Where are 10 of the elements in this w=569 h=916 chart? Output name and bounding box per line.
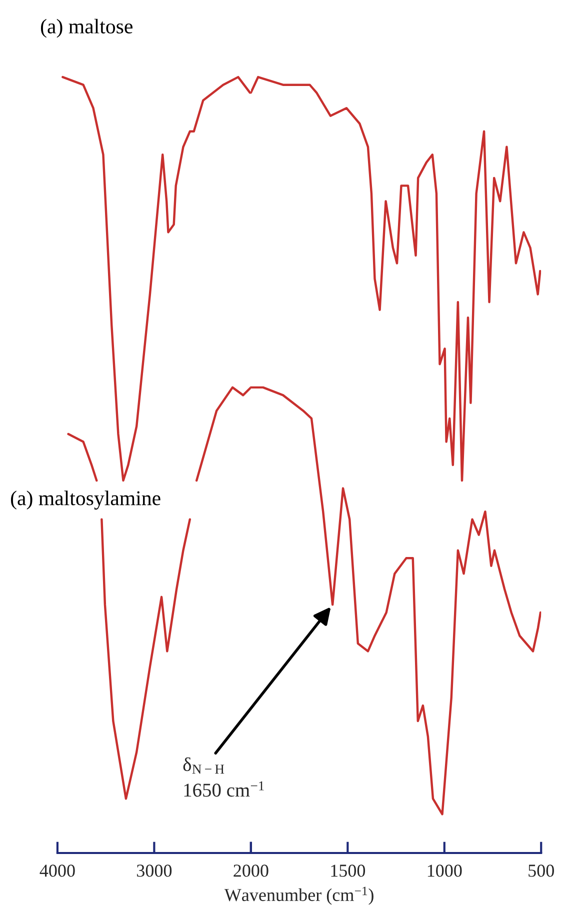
x-tick-label: 2000 (234, 864, 268, 877)
x-tick-label: 4000 (40, 864, 75, 877)
x-tick-label: 3000 (137, 864, 172, 877)
x-tick-label: 1000 (428, 864, 462, 877)
text: (a) maltose (40, 18, 132, 38)
x-tick-label: 500 (528, 864, 554, 877)
annotation: δ$_{N−H}$ 1650 cm$^{−1}$ (183, 757, 264, 797)
x-tick-label: 1500 (331, 864, 366, 877)
series-label: (a) maltosylamine (10, 490, 160, 510)
x-axis-title: Wavenumber (cm$^{−1}$) (224, 886, 374, 905)
